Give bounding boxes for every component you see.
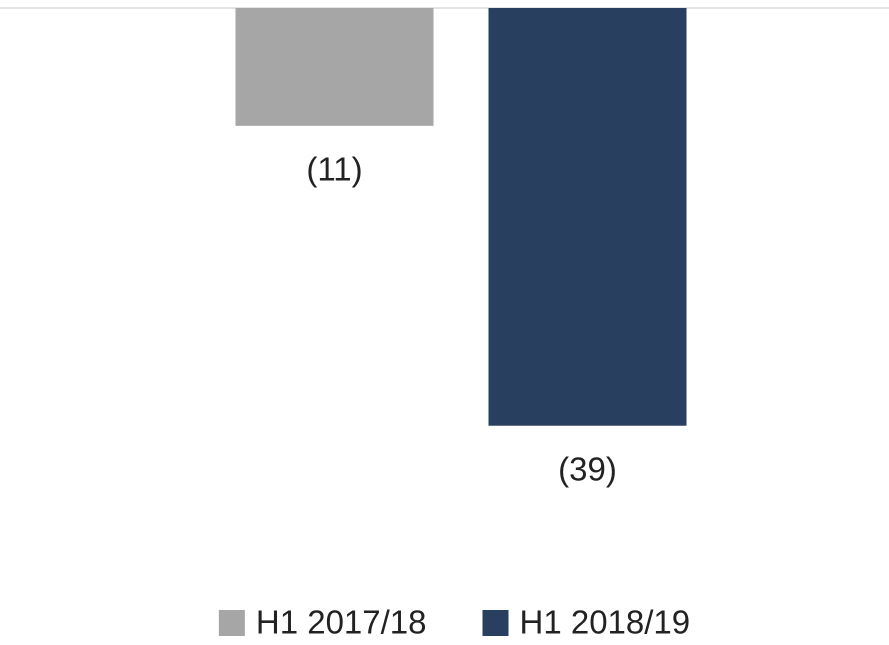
data-label: (39): [558, 450, 617, 487]
legend-swatch: [482, 610, 509, 636]
data-label: (11): [306, 151, 362, 188]
legend-label: H1 2017/18: [256, 604, 427, 641]
legend-label: H1 2018/19: [520, 604, 691, 641]
bar: [235, 8, 434, 126]
legend-swatch: [218, 610, 245, 636]
bar: [488, 8, 687, 426]
